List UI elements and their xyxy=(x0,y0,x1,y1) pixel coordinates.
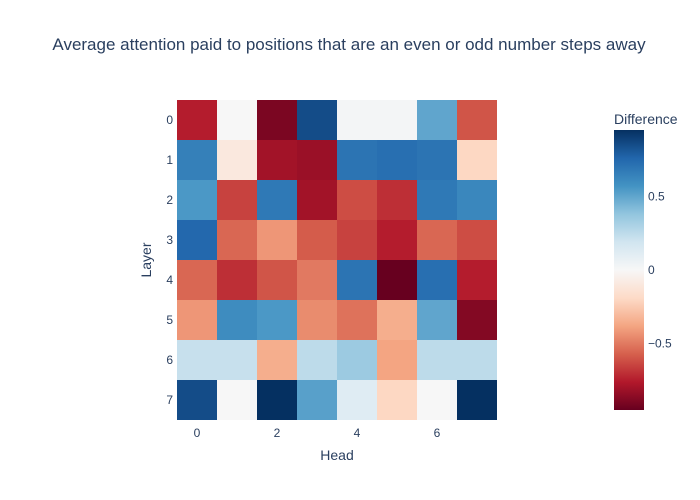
heatmap-cell-layer7-head1 xyxy=(217,380,257,420)
heatmap-cell-layer3-head6 xyxy=(417,220,457,260)
heatmap-cell-layer5-head0 xyxy=(177,300,217,340)
heatmap-cell-layer1-head1 xyxy=(217,140,257,180)
y-axis-ticks: 0 1 2 3 4 5 6 7 xyxy=(166,113,173,407)
heatmap-cell-layer1-head7 xyxy=(457,140,497,180)
heatmap-cell-layer0-head1 xyxy=(217,100,257,140)
y-tick-label: 2 xyxy=(166,193,173,207)
heatmap-cell-layer1-head5 xyxy=(377,140,417,180)
colorbar-tick-label: −0.5 xyxy=(648,337,672,351)
colorbar-tick-label: 0.5 xyxy=(648,189,665,203)
heatmap-cell-layer1-head3 xyxy=(297,140,337,180)
y-tick-label: 1 xyxy=(166,153,173,167)
heatmap-cell-layer7-head4 xyxy=(337,380,377,420)
heatmap-cell-layer3-head3 xyxy=(297,220,337,260)
heatmap-cell-layer4-head1 xyxy=(217,260,257,300)
heatmap-cell-layer2-head7 xyxy=(457,180,497,220)
heatmap-cell-layer4-head2 xyxy=(257,260,297,300)
y-axis-title: Layer xyxy=(138,242,154,277)
heatmap-cell-layer2-head0 xyxy=(177,180,217,220)
colorbar-title: Difference xyxy=(614,111,678,127)
heatmap-cell-layer4-head7 xyxy=(457,260,497,300)
heatmap-cell-layer7-head6 xyxy=(417,380,457,420)
heatmap-cell-layer6-head0 xyxy=(177,340,217,380)
heatmap-cell-layer2-head5 xyxy=(377,180,417,220)
heatmap-cell-layer0-head4 xyxy=(337,100,377,140)
heatmap-cell-layer1-head4 xyxy=(337,140,377,180)
heatmap-cell-layer0-head7 xyxy=(457,100,497,140)
heatmap-cell-layer3-head7 xyxy=(457,220,497,260)
y-tick-label: 3 xyxy=(166,233,173,247)
heatmap-cell-layer5-head6 xyxy=(417,300,457,340)
heatmap-cell-layer5-head2 xyxy=(257,300,297,340)
heatmap-cell-layer2-head6 xyxy=(417,180,457,220)
heatmap-cell-layer4-head4 xyxy=(337,260,377,300)
x-tick-label: 0 xyxy=(194,426,201,440)
y-tick-label: 7 xyxy=(166,393,173,407)
heatmap-cell-layer0-head5 xyxy=(377,100,417,140)
heatmap-cell-layer7-head0 xyxy=(177,380,217,420)
heatmap-cell-layer3-head5 xyxy=(377,220,417,260)
heatmap-cell-layer2-head2 xyxy=(257,180,297,220)
chart-title: Average attention paid to positions that… xyxy=(52,35,646,54)
heatmap-cell-layer3-head0 xyxy=(177,220,217,260)
x-axis-ticks: 0 2 4 6 xyxy=(194,426,441,440)
heatmap-cell-layer3-head2 xyxy=(257,220,297,260)
heatmap-cell-layer7-head3 xyxy=(297,380,337,420)
colorbar xyxy=(614,130,644,410)
heatmap-cell-layer2-head3 xyxy=(297,180,337,220)
heatmap-cell-layer7-head2 xyxy=(257,380,297,420)
colorbar-ticks: 0.5 0 −0.5 xyxy=(648,189,672,350)
heatmap-cell-layer2-head1 xyxy=(217,180,257,220)
heatmap-cells xyxy=(177,100,497,420)
heatmap-cell-layer0-head0 xyxy=(177,100,217,140)
heatmap-cell-layer3-head1 xyxy=(217,220,257,260)
heatmap-cell-layer5-head1 xyxy=(217,300,257,340)
colorbar-tick-label: 0 xyxy=(648,263,655,277)
y-tick-label: 6 xyxy=(166,353,173,367)
heatmap-cell-layer2-head4 xyxy=(337,180,377,220)
heatmap-cell-layer6-head7 xyxy=(457,340,497,380)
heatmap-cell-layer5-head5 xyxy=(377,300,417,340)
heatmap-cell-layer7-head7 xyxy=(457,380,497,420)
heatmap-cell-layer4-head3 xyxy=(297,260,337,300)
heatmap-cell-layer1-head6 xyxy=(417,140,457,180)
heatmap-cell-layer5-head4 xyxy=(337,300,377,340)
heatmap-cell-layer1-head0 xyxy=(177,140,217,180)
heatmap-cell-layer6-head1 xyxy=(217,340,257,380)
heatmap-cell-layer0-head2 xyxy=(257,100,297,140)
y-tick-label: 5 xyxy=(166,313,173,327)
y-tick-label: 4 xyxy=(166,273,173,287)
heatmap-cell-layer5-head3 xyxy=(297,300,337,340)
heatmap-cell-layer7-head5 xyxy=(377,380,417,420)
heatmap-cell-layer0-head3 xyxy=(297,100,337,140)
heatmap-cell-layer6-head5 xyxy=(377,340,417,380)
heatmap-cell-layer6-head6 xyxy=(417,340,457,380)
heatmap-cell-layer3-head4 xyxy=(337,220,377,260)
heatmap-cell-layer6-head4 xyxy=(337,340,377,380)
y-tick-label: 0 xyxy=(166,113,173,127)
heatmap-cell-layer6-head2 xyxy=(257,340,297,380)
x-tick-label: 2 xyxy=(274,426,281,440)
heatmap-cell-layer4-head6 xyxy=(417,260,457,300)
x-tick-label: 6 xyxy=(434,426,441,440)
heatmap-cell-layer6-head3 xyxy=(297,340,337,380)
heatmap-cell-layer5-head7 xyxy=(457,300,497,340)
heatmap-cell-layer4-head5 xyxy=(377,260,417,300)
x-tick-label: 4 xyxy=(354,426,361,440)
heatmap-cell-layer4-head0 xyxy=(177,260,217,300)
x-axis-title: Head xyxy=(320,447,353,463)
heatmap-cell-layer1-head2 xyxy=(257,140,297,180)
heatmap-cell-layer0-head6 xyxy=(417,100,457,140)
